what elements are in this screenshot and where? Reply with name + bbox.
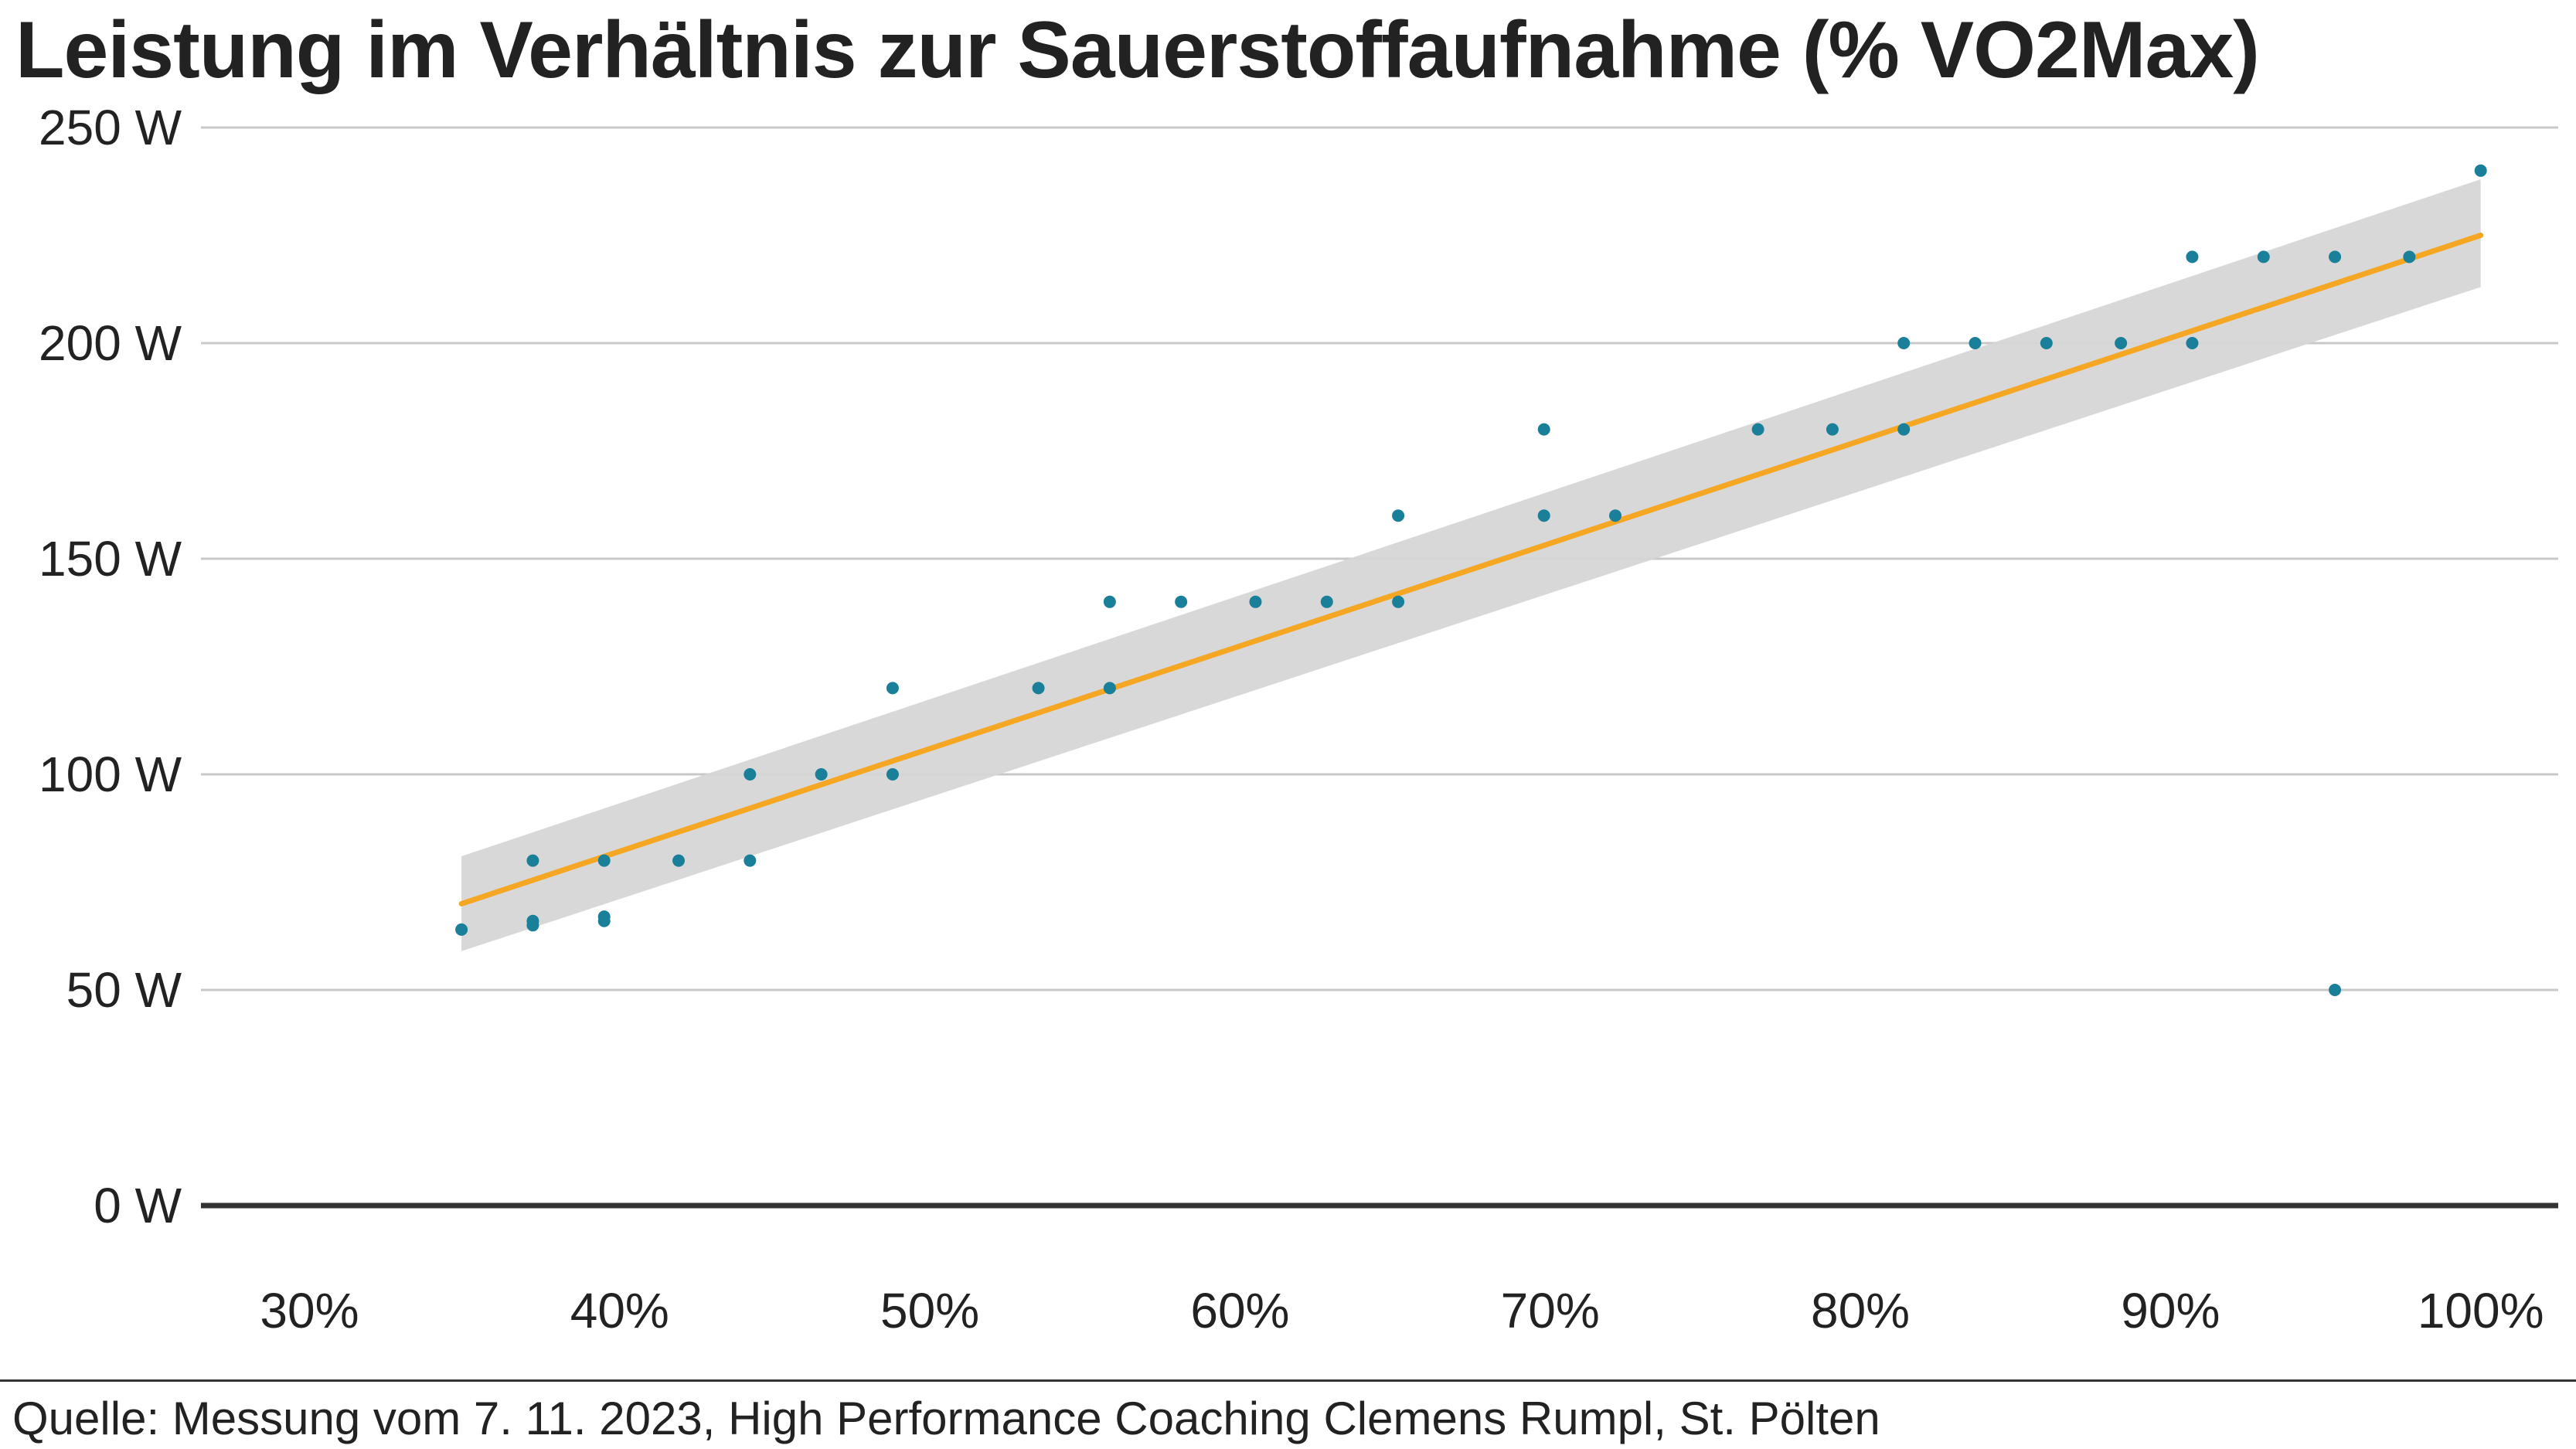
data-point: [1609, 509, 1621, 522]
data-points: [455, 164, 2487, 996]
x-tick-label: 90%: [2121, 1283, 2220, 1338]
data-point: [2186, 337, 2199, 349]
y-tick-label: 100 W: [39, 747, 182, 802]
data-point: [1175, 595, 1188, 608]
confidence-band: [461, 179, 2481, 951]
trend-line: [458, 233, 2484, 906]
data-point: [2329, 984, 2342, 996]
x-tick-label: 40%: [570, 1283, 669, 1338]
trend-line-layer: [458, 233, 2484, 906]
data-point: [1249, 595, 1262, 608]
data-point: [2040, 337, 2053, 349]
x-tick-label: 70%: [1501, 1283, 1600, 1338]
data-point: [1751, 423, 1764, 436]
data-point: [1897, 337, 1911, 349]
data-point: [744, 768, 757, 781]
footer-divider: [0, 1379, 2576, 1382]
data-point: [597, 854, 611, 867]
data-point: [2403, 250, 2416, 264]
y-tick-label: 250 W: [39, 100, 182, 155]
data-point: [597, 914, 611, 927]
data-point: [526, 854, 539, 867]
data-point: [1103, 682, 1116, 695]
confidence-band-layer: [461, 179, 2481, 951]
x-tick-label: 60%: [1190, 1283, 1289, 1338]
data-point: [744, 854, 757, 867]
data-point: [526, 919, 539, 932]
y-tick-label: 0 W: [94, 1178, 182, 1233]
data-point: [815, 768, 828, 781]
y-tick-label: 50 W: [66, 962, 182, 1018]
data-point: [2186, 250, 2199, 264]
data-point: [1537, 509, 1550, 522]
data-point: [1032, 682, 1045, 695]
x-axis-tick-labels: 30% 40% 50% 60% 70% 80% 90% 100%: [260, 1283, 2544, 1338]
data-point: [2329, 250, 2342, 264]
x-tick-label: 30%: [260, 1283, 359, 1338]
y-tick-label: 150 W: [39, 531, 182, 587]
data-point: [2474, 164, 2487, 177]
data-point: [1392, 509, 1405, 522]
data-point: [2115, 337, 2128, 349]
data-point: [1969, 337, 1982, 349]
data-point: [455, 923, 468, 936]
data-point: [886, 682, 899, 695]
data-point: [1103, 595, 1116, 608]
data-point: [2257, 250, 2270, 264]
x-tick-label: 100%: [2418, 1283, 2544, 1338]
data-point: [1897, 423, 1911, 436]
data-point: [1826, 423, 1839, 436]
scatter-chart: 0 W 50 W 100 W 150 W 200 W 250 W 30% 40% 50% 60%…: [39, 100, 2558, 1338]
data-point: [672, 854, 686, 867]
x-tick-label: 50%: [880, 1283, 979, 1338]
y-tick-label: 200 W: [39, 315, 182, 371]
data-point: [1320, 595, 1333, 608]
y-axis-tick-labels: 0 W 50 W 100 W 150 W 200 W 250 W: [39, 100, 182, 1233]
data-point: [886, 768, 899, 781]
source-note: Quelle: Messung vom 7. 11. 2023, High Pe…: [12, 1393, 1880, 1444]
data-point: [1537, 423, 1550, 436]
data-point: [1392, 595, 1405, 608]
x-tick-label: 80%: [1811, 1283, 1910, 1338]
chart-title: Leistung im Verhältnis zur Sauerstoffauf…: [15, 5, 2260, 95]
